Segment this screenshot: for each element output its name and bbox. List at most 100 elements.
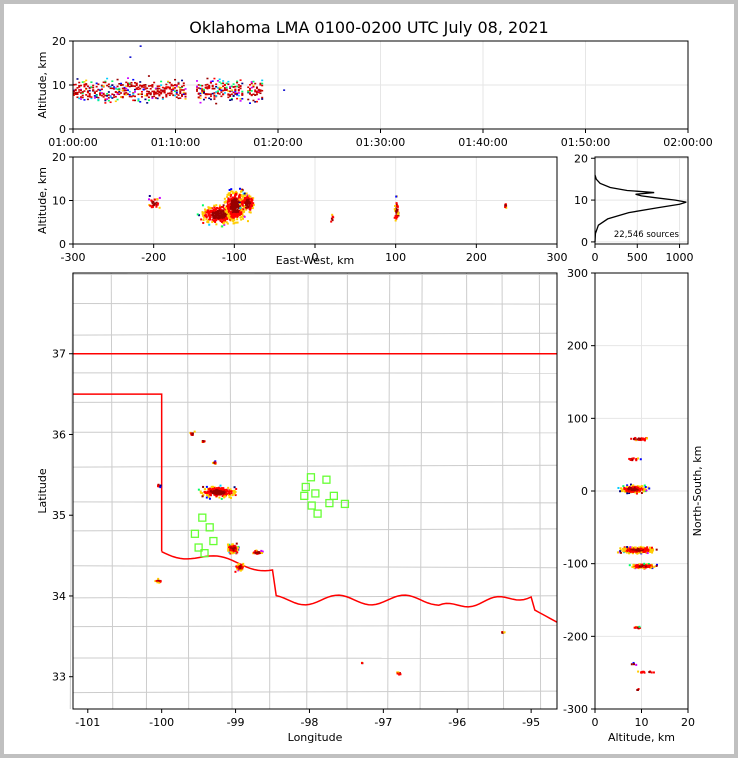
source-mark xyxy=(100,88,103,91)
source-mark xyxy=(236,85,239,88)
source-mark xyxy=(248,201,251,204)
source-mark xyxy=(85,94,88,96)
x-tick-label: 01:20:00 xyxy=(253,136,302,149)
source-mark xyxy=(97,88,100,91)
y-tick-label: 10 xyxy=(574,194,588,207)
source-mark xyxy=(647,562,650,565)
source-mark xyxy=(222,220,225,223)
source-mark xyxy=(90,86,93,88)
source-mark xyxy=(208,87,211,89)
source-mark xyxy=(144,98,147,101)
source-mark xyxy=(211,80,214,83)
source-mark xyxy=(223,92,226,94)
source-mark xyxy=(245,203,248,206)
source-mark xyxy=(172,87,175,89)
source-mark xyxy=(330,220,333,223)
source-mark xyxy=(251,204,254,207)
source-mark xyxy=(182,93,185,96)
source-mark xyxy=(643,489,646,492)
source-mark xyxy=(639,485,642,488)
source-mark xyxy=(231,549,234,552)
source-mark xyxy=(224,206,227,209)
source-mark xyxy=(635,488,638,491)
x-axis-label: Altitude, km xyxy=(608,731,675,744)
source-mark xyxy=(207,209,210,212)
source-mark xyxy=(211,220,214,223)
source-mark xyxy=(128,85,131,88)
lma-station-marker xyxy=(200,549,209,558)
source-mark xyxy=(207,218,210,221)
source-mark xyxy=(202,88,205,91)
source-mark xyxy=(132,93,135,95)
source-mark xyxy=(656,563,659,566)
source-mark xyxy=(158,85,161,87)
source-mark xyxy=(130,85,133,88)
source-mark xyxy=(229,95,232,97)
source-mark xyxy=(159,484,162,487)
source-mark xyxy=(626,484,629,487)
source-mark xyxy=(209,492,212,495)
source-mark xyxy=(93,95,96,97)
source-mark xyxy=(148,198,151,201)
source-mark xyxy=(652,671,655,674)
x-tick-label: 10 xyxy=(635,716,649,729)
source-mark xyxy=(248,88,251,90)
source-mark xyxy=(213,77,216,80)
source-mark xyxy=(394,204,397,207)
source-mark xyxy=(218,218,221,221)
source-mark xyxy=(215,91,218,93)
source-mark xyxy=(216,213,219,216)
source-mark xyxy=(202,98,205,101)
source-mark xyxy=(151,201,154,204)
source-mark xyxy=(255,90,258,93)
source-mark xyxy=(130,95,133,98)
source-mark xyxy=(215,204,218,207)
source-mark xyxy=(633,566,636,569)
source-mark xyxy=(144,94,147,97)
source-mark xyxy=(238,214,241,217)
source-mark xyxy=(196,85,198,88)
source-mark xyxy=(222,217,225,220)
lma-station-marker xyxy=(300,491,309,500)
source-mark xyxy=(257,89,260,92)
source-mark xyxy=(238,563,241,566)
source-mark xyxy=(236,568,239,571)
source-mark xyxy=(232,192,235,195)
source-mark xyxy=(504,204,507,207)
source-mark xyxy=(90,96,93,98)
source-mark xyxy=(649,564,652,567)
source-mark xyxy=(148,194,151,197)
source-mark xyxy=(225,494,228,497)
source-mark xyxy=(230,97,233,100)
source-mark xyxy=(211,218,214,221)
source-mark xyxy=(227,96,230,99)
source-mark xyxy=(230,193,233,196)
source-mark xyxy=(213,493,216,496)
source-mark xyxy=(638,626,641,629)
source-mark xyxy=(643,567,646,570)
source-mark xyxy=(633,548,636,551)
source-mark xyxy=(221,225,224,228)
source-mark xyxy=(626,546,629,549)
source-mark xyxy=(228,188,231,191)
source-mark xyxy=(231,190,234,193)
source-mark xyxy=(633,486,636,489)
source-mark xyxy=(229,548,232,551)
source-mark xyxy=(245,208,248,211)
source-mark xyxy=(175,96,178,98)
panel-frame xyxy=(72,156,558,245)
source-mark xyxy=(79,98,82,100)
source-mark xyxy=(156,97,159,100)
source-mark xyxy=(175,84,178,87)
source-mark xyxy=(236,546,239,549)
source-mark xyxy=(215,218,218,221)
source-mark xyxy=(201,213,204,216)
source-mark xyxy=(645,548,648,551)
source-mark xyxy=(630,549,633,552)
source-mark xyxy=(255,551,258,554)
source-mark xyxy=(156,89,159,91)
source-mark xyxy=(208,84,211,87)
x-tick-label: 0 xyxy=(592,716,599,729)
source-mark xyxy=(223,197,226,200)
source-mark xyxy=(207,206,210,209)
